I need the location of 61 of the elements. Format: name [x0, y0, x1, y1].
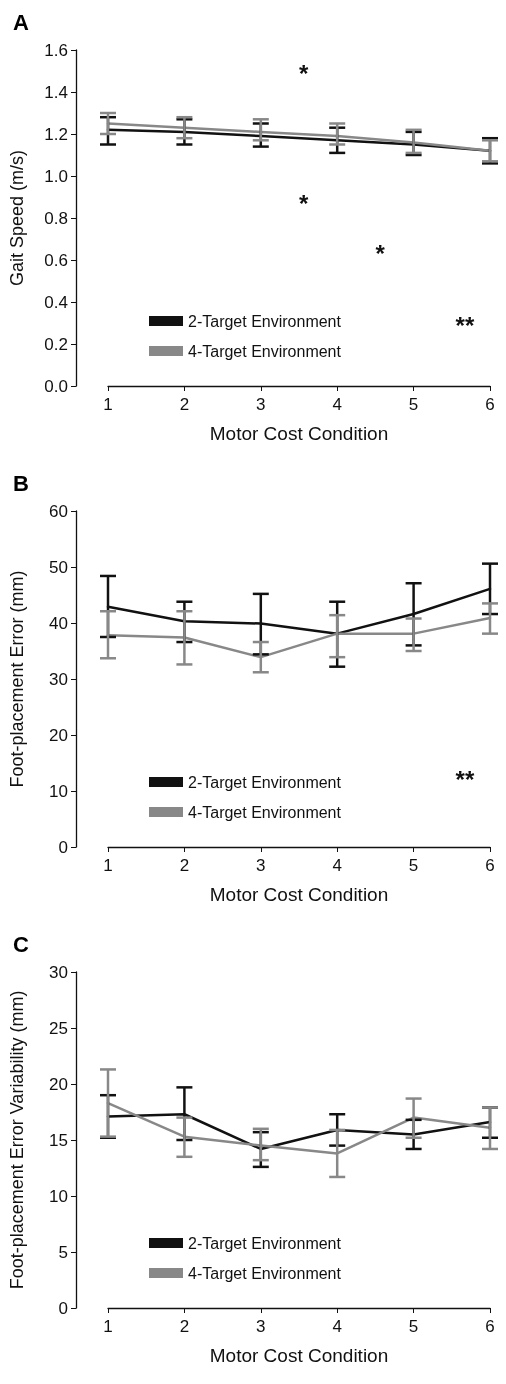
x-tick-label: 1	[103, 395, 113, 414]
x-tick-label: 4	[332, 856, 342, 875]
annotation: *	[375, 240, 386, 268]
x-tick-label: 2	[179, 395, 190, 414]
y-tick-label: 10	[49, 781, 68, 801]
legend-label: 4-Target Environment	[188, 1264, 342, 1282]
y-tick-label: 1.0	[44, 166, 68, 186]
y-tick-label: 5	[58, 1242, 68, 1262]
x-axis-title: Motor Cost Condition	[209, 884, 389, 905]
y-tick-label: 10	[49, 1186, 68, 1206]
annotation: **	[455, 766, 475, 794]
x-axis-title: Motor Cost Condition	[209, 423, 389, 444]
legend-label: 2-Target Environment	[188, 312, 342, 330]
x-tick-label: 6	[485, 1317, 495, 1336]
x-tick-label: 3	[256, 856, 266, 875]
legend-label: 4-Target Environment	[188, 342, 342, 360]
y-tick-label: 0.8	[44, 208, 68, 228]
x-tick-label: 6	[485, 856, 495, 875]
x-tick-label: 4	[332, 1317, 342, 1336]
annotation: **	[455, 311, 475, 339]
y-tick-label: 0	[58, 837, 68, 857]
y-axis-title: Foot-placement Error Variability (mm)	[7, 990, 27, 1290]
x-tick-label: 4	[332, 395, 342, 414]
x-tick-label: 5	[408, 856, 419, 875]
y-tick-label: 1.6	[44, 40, 68, 60]
x-tick-label: 2	[179, 1317, 190, 1336]
y-axis-title: Foot-placement Error (mm)	[7, 570, 27, 788]
legend-label: 4-Target Environment	[188, 803, 342, 821]
y-tick-label: 0.0	[44, 376, 68, 396]
chart-title: B	[13, 470, 29, 496]
legend-label: 2-Target Environment	[188, 1234, 342, 1252]
y-tick-label: 30	[49, 962, 68, 982]
x-tick-label: 2	[179, 856, 190, 875]
annotation: *	[299, 189, 309, 217]
x-tick-label: 1	[103, 856, 113, 875]
y-tick-label: 25	[49, 1018, 68, 1038]
chart-title: A	[13, 9, 29, 35]
y-tick-label: 0.2	[44, 334, 68, 354]
x-tick-label: 5	[408, 395, 419, 414]
y-axis-title: Gait Speed (m/s)	[7, 149, 27, 287]
legend-label: 2-Target Environment	[188, 773, 342, 791]
y-tick-label: 15	[49, 1130, 68, 1150]
y-tick-label: 40	[49, 613, 68, 633]
y-tick-label: 50	[49, 557, 68, 577]
x-tick-label: 5	[408, 1317, 419, 1336]
y-tick-label: 60	[49, 501, 68, 521]
x-axis-title: Motor Cost Condition	[209, 1345, 389, 1366]
y-tick-label: 0	[58, 1298, 68, 1318]
y-tick-label: 0.6	[44, 250, 68, 270]
x-tick-label: 6	[485, 395, 495, 414]
y-tick-label: 20	[49, 1074, 68, 1094]
x-tick-label: 1	[103, 1317, 113, 1336]
y-tick-label: 0.4	[44, 292, 68, 312]
y-tick-label: 20	[49, 725, 68, 745]
annotation: *	[299, 59, 309, 87]
y-tick-label: 1.4	[44, 82, 68, 102]
x-tick-label: 3	[256, 395, 266, 414]
y-tick-label: 30	[49, 669, 68, 689]
chart-title: C	[13, 931, 29, 957]
x-tick-label: 3	[256, 1317, 266, 1336]
y-tick-label: 1.2	[44, 124, 68, 144]
